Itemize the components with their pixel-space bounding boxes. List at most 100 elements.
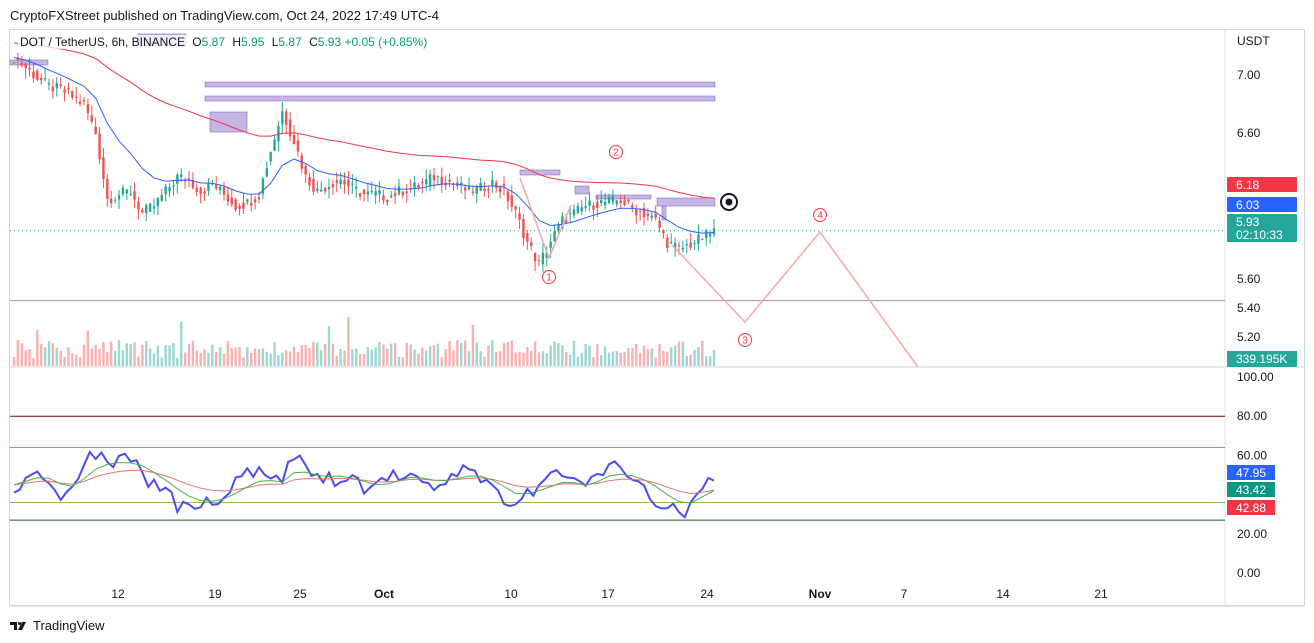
- volume-bar: [584, 343, 587, 366]
- volume-bar: [180, 321, 183, 366]
- volume-bar: [110, 341, 113, 366]
- candle-body: [487, 188, 490, 191]
- volume-bar: [596, 344, 599, 366]
- volume-bar: [456, 340, 459, 366]
- volume-bar: [619, 352, 622, 366]
- volume-bar: [592, 357, 595, 366]
- candle-body: [436, 176, 440, 178]
- volume-bar: [277, 355, 280, 366]
- candle-body: [483, 188, 486, 192]
- volume-bar: [374, 347, 377, 366]
- candle-body: [222, 187, 226, 195]
- candle-body: [708, 233, 712, 237]
- price-marker-box: [1227, 177, 1297, 192]
- volume-bar: [261, 348, 265, 366]
- candle-body: [269, 151, 272, 162]
- wave-label-circle: [542, 270, 556, 284]
- candle-body: [635, 208, 638, 216]
- volume-bar: [288, 351, 292, 366]
- candle-body: [693, 243, 696, 245]
- rsi-value-label: 47.95: [1236, 466, 1266, 480]
- volume-bar: [432, 345, 436, 366]
- volume-bar: [148, 348, 152, 366]
- candle-body: [36, 70, 39, 80]
- volume-bar: [71, 353, 74, 366]
- volume-bar: [358, 354, 362, 366]
- wave-path-past: [519, 177, 572, 261]
- candle-body: [296, 140, 300, 152]
- candle-body: [584, 206, 587, 209]
- volume-bar: [195, 350, 198, 366]
- volume-bar: [673, 345, 677, 366]
- candle-body: [502, 184, 506, 187]
- candle-body: [463, 187, 467, 191]
- candle-body: [292, 134, 296, 145]
- volume-bar: [452, 350, 455, 366]
- volume-bar: [545, 353, 548, 366]
- volume-bar: [568, 354, 572, 366]
- volume-bar: [51, 343, 55, 366]
- candle-body: [631, 205, 634, 209]
- candle-body: [705, 230, 708, 239]
- countdown-label: 02:10:33: [1236, 228, 1283, 242]
- candle-body: [133, 191, 136, 200]
- candle-body: [28, 67, 31, 70]
- volume-bar: [199, 353, 202, 366]
- volume-bar: [117, 340, 121, 366]
- candle-body: [207, 182, 210, 192]
- candle-body: [218, 186, 222, 191]
- volume-bar: [565, 352, 568, 366]
- volume-bar: [141, 344, 144, 366]
- volume-bar: [522, 352, 525, 366]
- volume-bar: [292, 346, 296, 366]
- candle-body: [366, 191, 370, 195]
- footer[interactable]: TradingView: [10, 618, 105, 633]
- volume-bar: [86, 330, 90, 366]
- volume-bar: [518, 351, 521, 366]
- time-tick-label: Nov: [809, 587, 832, 601]
- volume-bar: [712, 349, 716, 366]
- volume-bar: [401, 357, 405, 366]
- candle-body: [568, 213, 572, 215]
- candle-body: [316, 188, 319, 191]
- volume-bar: [320, 350, 323, 366]
- candle-body: [448, 179, 451, 182]
- volume-bar: [285, 350, 288, 366]
- volume-bar: [90, 348, 93, 366]
- volume-bar: [215, 351, 218, 366]
- candle-body: [55, 82, 58, 89]
- candle-body: [339, 179, 342, 185]
- candle-body: [642, 208, 646, 218]
- price-tick-label: 5.40: [1237, 301, 1261, 315]
- volume-bar: [339, 348, 342, 366]
- supply-zone: [519, 169, 561, 176]
- volume-bar: [242, 357, 245, 366]
- wave-label-circle: [738, 333, 752, 347]
- volume-bar: [460, 342, 463, 366]
- volume-bar: [425, 350, 428, 366]
- volume-bar: [12, 356, 16, 366]
- volume-bar: [300, 345, 303, 366]
- volume-bar: [327, 326, 331, 366]
- volume-bar: [627, 348, 630, 366]
- candle-body: [230, 197, 233, 205]
- volume-bar: [615, 351, 618, 366]
- volume-bar: [506, 342, 510, 366]
- volume-bar: [650, 348, 653, 366]
- volume-bar: [355, 348, 358, 366]
- wave-label: 1: [546, 273, 552, 284]
- candle-body: [335, 180, 338, 183]
- volume-bar: [176, 357, 179, 366]
- volume-bar: [397, 356, 401, 366]
- volume-bar: [393, 343, 397, 366]
- price-marker-box: [1227, 214, 1297, 242]
- volume-bar: [133, 342, 136, 366]
- candle-body: [250, 203, 253, 206]
- time-tick-label: 14: [996, 587, 1010, 601]
- volume-bar: [273, 342, 276, 366]
- ema-fast-line: [13, 57, 715, 234]
- candle-body: [63, 89, 66, 93]
- candle-body: [506, 191, 510, 202]
- volume-bar: [102, 341, 105, 366]
